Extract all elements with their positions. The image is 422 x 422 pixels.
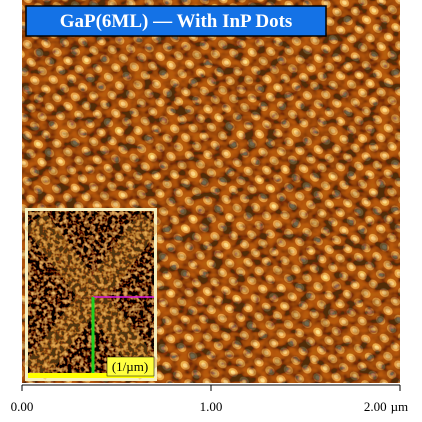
tick-label-text: 1.00 (200, 399, 223, 414)
tick-label-text: 0.00 (11, 399, 34, 414)
inset-label: (1/µm) (112, 359, 148, 374)
axis-unit: µm (391, 399, 409, 414)
tick-label-text: 2.00 (364, 399, 387, 414)
tick-label: 2.00 µm (364, 399, 408, 414)
tick-label: 0.00 (11, 399, 34, 414)
ticks: 0.00 1.00 2.00 µm (11, 385, 409, 414)
tick-label: 1.00 (200, 399, 223, 414)
title: GaP(6ML) — With InP Dots (60, 11, 293, 32)
figure: GaP(6ML) — With InP Dots (1/µm) 0.00 1.00… (0, 0, 422, 417)
page: GaP(6ML) — With InP Dots (1/µm) 0.00 1.00… (0, 0, 422, 417)
fft-inset: (1/µm) (25, 208, 157, 381)
